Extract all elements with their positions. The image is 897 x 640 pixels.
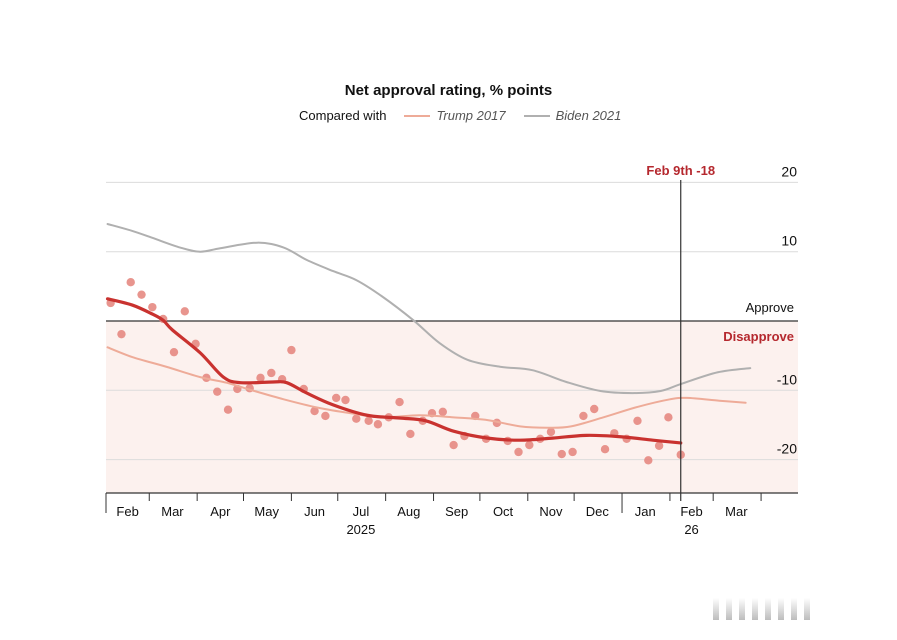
y-tick-label: 20 xyxy=(781,163,797,179)
poll-dot xyxy=(546,427,556,437)
x-tick-label: Mar xyxy=(161,504,184,519)
x-tick-label: Mar xyxy=(725,504,748,519)
poll-dot xyxy=(654,441,664,450)
poll-dot xyxy=(267,368,276,378)
legend-label-trump: Trump 2017 xyxy=(436,108,506,123)
x-tick-label: Jan xyxy=(635,504,656,519)
trump-2017-line xyxy=(106,346,747,429)
x-year-label: 2025 xyxy=(346,522,375,537)
poll-dot xyxy=(332,393,341,403)
poll-dot xyxy=(364,416,373,425)
poll-dot xyxy=(341,395,350,405)
poll-dot xyxy=(373,420,383,429)
poll-dot xyxy=(438,407,448,416)
x-tick-label: Oct xyxy=(493,504,514,519)
poll-dot xyxy=(126,277,135,287)
disapprove-label: Disapprove xyxy=(723,329,794,344)
poll-dot xyxy=(137,290,146,299)
poll-dot xyxy=(321,411,330,421)
x-tick-label: Feb xyxy=(680,504,702,519)
disapprove-zone xyxy=(106,321,798,493)
x-tick-label: Jun xyxy=(304,504,325,519)
x-tick-label: Dec xyxy=(586,504,610,519)
watermark xyxy=(713,598,810,620)
chart-title: Net approval rating, % points xyxy=(344,82,553,99)
poll-dot xyxy=(568,447,577,457)
poll-dot xyxy=(310,406,319,416)
poll-dot xyxy=(644,456,653,465)
poll-dot xyxy=(633,416,642,425)
x-tick-label: Sep xyxy=(445,504,468,519)
poll-dot xyxy=(117,329,126,339)
legend-swatch-biden xyxy=(523,114,550,117)
poll-dot xyxy=(557,449,566,459)
x-tick-label: Feb xyxy=(116,504,138,519)
chart-legend: Compared with Trump 2017 Biden 2021 xyxy=(299,108,621,123)
x-year-label: 26 xyxy=(684,522,698,537)
poll-dot xyxy=(395,397,404,407)
poll-dot xyxy=(352,414,361,423)
biden-2021-line xyxy=(106,222,752,395)
poll-dot xyxy=(256,373,265,383)
y-tick-label: -20 xyxy=(777,441,797,457)
poll-dot xyxy=(180,307,189,316)
legend-label-biden: Biden 2021 xyxy=(555,108,622,123)
legend-prefix: Compared with xyxy=(299,108,387,123)
approve-label: Approve xyxy=(746,300,794,315)
trend-line xyxy=(105,297,683,445)
poll-dot xyxy=(169,347,179,357)
x-tick-label: Apr xyxy=(210,504,231,519)
legend-swatch-trump xyxy=(404,114,431,117)
poll-dot xyxy=(449,440,458,450)
x-tick-label: May xyxy=(254,504,279,519)
x-tick-label: Jul xyxy=(353,504,370,519)
poll-dot xyxy=(664,413,673,422)
y-tick-label: 10 xyxy=(781,233,797,249)
poll-dot xyxy=(590,404,599,414)
y-tick-label: -10 xyxy=(777,371,797,387)
poll-dot xyxy=(600,445,610,454)
poll-dot xyxy=(406,429,415,439)
poll-dot xyxy=(213,387,222,396)
poll-dot xyxy=(148,302,157,312)
x-tick-label: Nov xyxy=(539,504,563,519)
annotation-label: Feb 9th -18 xyxy=(646,163,715,178)
x-tick-label: Aug xyxy=(397,504,420,519)
poll-dot xyxy=(579,411,588,421)
poll-dot xyxy=(514,447,523,457)
poll-dot xyxy=(287,345,296,355)
poll-dot xyxy=(525,440,534,450)
poll-dot xyxy=(223,405,233,414)
